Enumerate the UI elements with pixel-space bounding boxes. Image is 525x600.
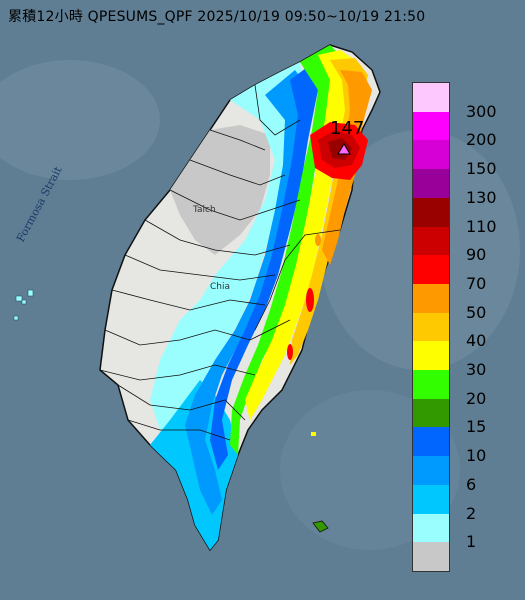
zone-6-10 bbox=[185, 70, 310, 515]
zone-1-2 bbox=[150, 62, 305, 440]
legend-label: 30 bbox=[466, 360, 487, 380]
legend-swatch bbox=[413, 83, 449, 113]
legend-label: 200 bbox=[466, 130, 497, 150]
max-rainfall-triangle-icon bbox=[337, 143, 351, 155]
max-value-label: 147 bbox=[330, 118, 365, 139]
legend-label: 40 bbox=[466, 331, 487, 351]
legend-swatch bbox=[413, 255, 449, 285]
penghu-islands bbox=[13, 289, 34, 321]
east-coast-heavy-spot-2 bbox=[287, 344, 293, 360]
legend-label: 110 bbox=[466, 216, 497, 236]
legend-swatch bbox=[413, 456, 449, 486]
legend-swatch bbox=[413, 427, 449, 457]
legend-swatch bbox=[413, 341, 449, 371]
legend-label: 130 bbox=[466, 187, 497, 207]
city-label-taichung: Taich bbox=[193, 205, 216, 215]
legend-swatch bbox=[413, 370, 449, 400]
legend-label: 90 bbox=[466, 245, 487, 265]
legend-swatch bbox=[413, 312, 449, 342]
legend-swatch bbox=[413, 197, 449, 228]
east-coast-heavy-spot-3 bbox=[315, 234, 321, 246]
city-label-chiayi: Chia bbox=[210, 282, 231, 292]
legend-label: 50 bbox=[466, 302, 487, 322]
legend-label: 150 bbox=[466, 159, 497, 179]
legend-swatch bbox=[413, 111, 449, 141]
legend-label: 70 bbox=[466, 273, 487, 293]
legend-label: 20 bbox=[466, 388, 487, 408]
legend-color-bar bbox=[412, 82, 450, 572]
legend-swatch bbox=[413, 542, 449, 572]
legend-swatch bbox=[413, 283, 449, 314]
county-boundaries bbox=[99, 84, 341, 441]
legend-swatch bbox=[413, 398, 449, 428]
legend-label: 10 bbox=[466, 446, 487, 466]
green-island bbox=[312, 520, 329, 533]
legend-label: 2 bbox=[466, 503, 477, 523]
legend-swatch bbox=[413, 226, 449, 256]
zone-10-15 bbox=[210, 65, 318, 470]
legend-label: 1 bbox=[466, 532, 477, 552]
legend-label: 6 bbox=[466, 474, 477, 494]
east-coast-heavy-spot-1 bbox=[306, 288, 314, 312]
map-title: 累積12小時 QPESUMS_QPF 2025/10/19 09:50~10/1… bbox=[8, 9, 426, 25]
legend-swatch bbox=[413, 140, 449, 170]
legend-label: 15 bbox=[466, 417, 487, 437]
orchid-island-rain bbox=[311, 432, 316, 436]
zone-lt1 bbox=[170, 125, 270, 255]
legend-swatch bbox=[413, 484, 449, 515]
legend-label: 300 bbox=[466, 101, 497, 121]
legend-swatch bbox=[413, 169, 449, 199]
legend-swatch bbox=[413, 513, 449, 543]
